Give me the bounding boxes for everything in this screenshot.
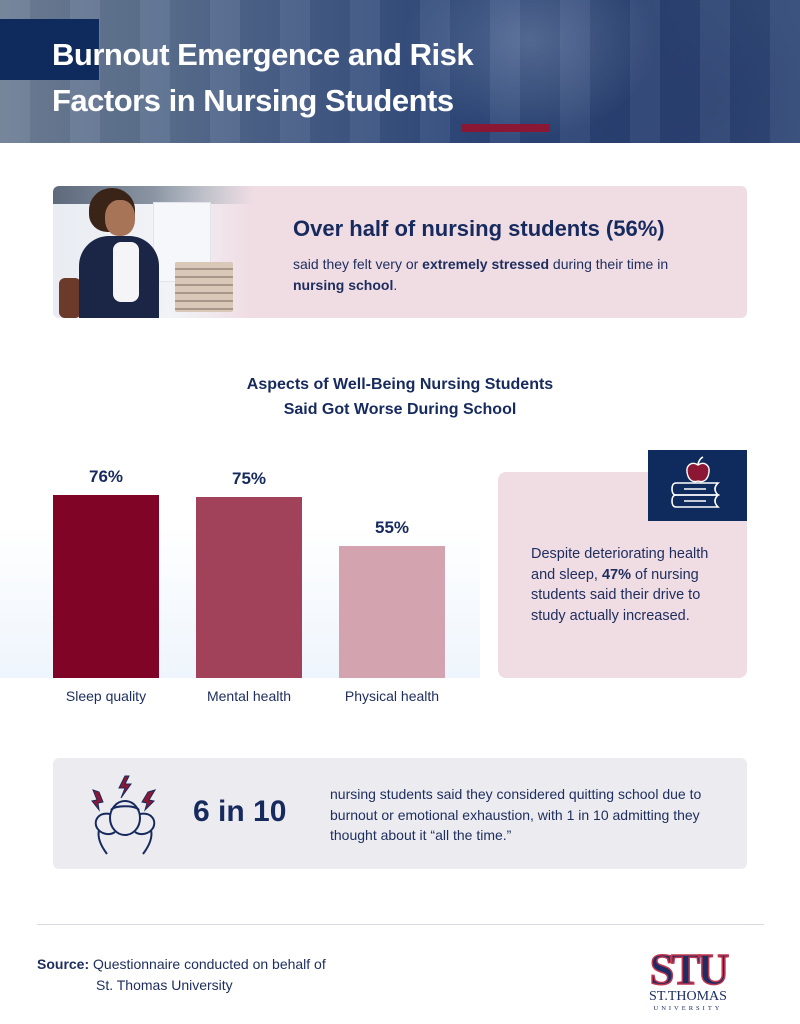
stress-body: said they felt very or extremely stresse…	[293, 254, 713, 296]
bar-value-label: 75%	[231, 469, 267, 488]
title-line-1: Burnout Emergence and Risk	[52, 37, 474, 72]
source-line-2: St. Thomas University	[96, 977, 233, 993]
body-text: during their time in	[549, 256, 669, 272]
source-note: Source: Questionnaire conducted on behal…	[37, 954, 326, 996]
body-text: .	[393, 277, 398, 293]
header-navy-block	[0, 19, 99, 80]
header-banner: Burnout Emergence and Risk Factors in Nu…	[0, 0, 800, 143]
source-label: Source:	[37, 956, 90, 972]
chart-title-line-2: Said Got Worse During School	[283, 401, 517, 418]
svg-text:UNIVERSITY: UNIVERSITY	[654, 1005, 723, 1012]
bar-category-label: Physical health	[344, 688, 440, 704]
page-title: Burnout Emergence and Risk Factors in Nu…	[52, 32, 474, 124]
bar-value-label: 55%	[374, 518, 410, 537]
bar-sleep-quality	[53, 495, 159, 678]
chart-title-line-1: Aspects of Well-Being Nursing Students	[246, 376, 554, 393]
footer-divider	[37, 924, 764, 925]
stress-stat-card: Over half of nursing students (56%) said…	[53, 186, 747, 318]
quitting-description: nursing students said they considered qu…	[330, 786, 702, 843]
bar-mental-health	[196, 497, 302, 678]
stressed-student-photo	[53, 186, 253, 318]
photo-person-shirt	[113, 242, 139, 302]
svg-text:STU: STU	[650, 945, 729, 994]
title-line-2: Factors in Nursing Students	[52, 83, 454, 118]
quitting-stat: 6 in 10	[193, 795, 287, 828]
stress-headline: Over half of nursing students (56%)	[293, 216, 665, 241]
body-emphasis: nursing school	[293, 277, 394, 293]
photo-chair	[59, 278, 81, 318]
bar-physical-health	[339, 546, 445, 678]
photo-person-face	[105, 200, 135, 236]
bar-category-label: Mental health	[206, 688, 292, 704]
side-text-part: Despite deteriorating health and sleep,	[531, 546, 709, 583]
apple-on-books-icon	[648, 450, 747, 521]
chart-title: Aspects of Well-Being Nursing Students S…	[150, 372, 650, 422]
source-line-1: Questionnaire conducted on behalf of	[89, 956, 326, 972]
side-text-part: of nursing students said their drive to …	[531, 566, 701, 624]
svg-text:ST.THOMAS: ST.THOMAS	[649, 989, 727, 1004]
stressed-head-icon	[85, 772, 165, 857]
header-accent-bar	[461, 124, 550, 132]
side-text-emphasis: 47%	[601, 566, 631, 583]
photo-book-stack	[175, 262, 233, 312]
study-drive-text: Despite deteriorating health and sleep, …	[531, 544, 731, 626]
st-thomas-university-logo: STU ST.THOMAS UNIVERSITY	[640, 938, 736, 1014]
bar-value-label: 76%	[88, 467, 124, 486]
bar-category-label: Sleep quality	[65, 688, 147, 704]
body-text: said they felt very or	[293, 256, 423, 272]
body-emphasis: extremely stressed	[422, 256, 550, 272]
quitting-stat-card	[53, 758, 747, 869]
